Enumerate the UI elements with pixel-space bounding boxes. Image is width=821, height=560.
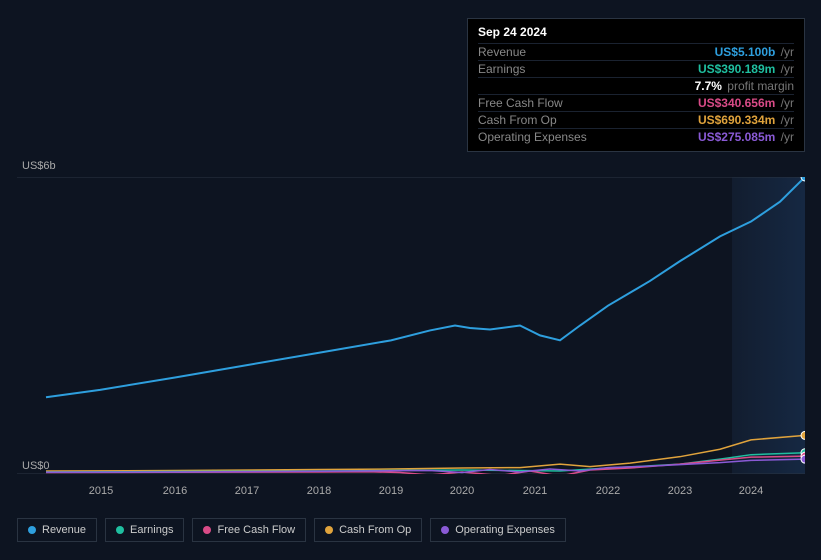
legend-dot-icon xyxy=(441,526,449,534)
legend-label: Cash From Op xyxy=(339,524,411,536)
legend-item[interactable]: Operating Expenses xyxy=(430,518,566,542)
tooltip-metric-value: US$275.085m /yr xyxy=(698,130,794,144)
tooltip-metric-label: Operating Expenses xyxy=(478,130,587,144)
xaxis-label: 2017 xyxy=(235,485,259,497)
legend: Revenue Earnings Free Cash Flow Cash From O… xyxy=(17,518,566,542)
tooltip-row: Operating Expenses US$275.085m /yr xyxy=(478,128,794,145)
legend-label: Free Cash Flow xyxy=(217,524,295,536)
tooltip-metric-value: US$5.100b /yr xyxy=(715,45,794,59)
tooltip-row: Revenue US$5.100b /yr xyxy=(478,43,794,60)
line-chart[interactable] xyxy=(17,177,805,474)
xaxis-label: 2020 xyxy=(450,485,474,497)
tooltip-row: Cash From Op US$690.334m /yr xyxy=(478,111,794,128)
tooltip-row: Free Cash Flow US$340.656m /yr xyxy=(478,94,794,111)
legend-label: Operating Expenses xyxy=(455,524,555,536)
tooltip-metric-label: Revenue xyxy=(478,45,526,59)
xaxis-label: 2023 xyxy=(668,485,692,497)
series-end-marker xyxy=(801,455,805,463)
legend-item[interactable]: Earnings xyxy=(105,518,184,542)
legend-dot-icon xyxy=(203,526,211,534)
legend-dot-icon xyxy=(116,526,124,534)
tooltip-metric-label: Cash From Op xyxy=(478,113,557,127)
hover-tooltip: Sep 24 2024 RevenueUS$5.100b /yrEarnings… xyxy=(467,18,805,152)
series-end-marker xyxy=(801,431,805,439)
tooltip-metric-value: 7.7% profit margin xyxy=(695,79,794,93)
series-line xyxy=(46,435,805,471)
tooltip-metric-label: Free Cash Flow xyxy=(478,96,563,110)
series-line xyxy=(46,177,805,397)
legend-label: Earnings xyxy=(130,524,173,536)
legend-item[interactable]: Revenue xyxy=(17,518,97,542)
legend-dot-icon xyxy=(325,526,333,534)
legend-item[interactable]: Cash From Op xyxy=(314,518,422,542)
tooltip-metric-value: US$390.189m /yr xyxy=(698,62,794,76)
tooltip-metric-value: US$690.334m /yr xyxy=(698,113,794,127)
xaxis-label: 2015 xyxy=(89,485,113,497)
xaxis-label: 2021 xyxy=(523,485,547,497)
yaxis-label-top: US$6b xyxy=(22,160,56,172)
tooltip-date: Sep 24 2024 xyxy=(478,25,794,39)
tooltip-metric-value: US$340.656m /yr xyxy=(698,96,794,110)
legend-dot-icon xyxy=(28,526,36,534)
xaxis-label: 2022 xyxy=(596,485,620,497)
xaxis-label: 2024 xyxy=(739,485,763,497)
legend-label: Revenue xyxy=(42,524,86,536)
xaxis-label: 2018 xyxy=(307,485,331,497)
tooltip-metric-label: Earnings xyxy=(478,62,525,76)
xaxis-label: 2019 xyxy=(379,485,403,497)
xaxis-label: 2016 xyxy=(163,485,187,497)
tooltip-row: Earnings US$390.189m /yr xyxy=(478,60,794,77)
legend-item[interactable]: Free Cash Flow xyxy=(192,518,306,542)
tooltip-row: 7.7% profit margin xyxy=(478,77,794,94)
